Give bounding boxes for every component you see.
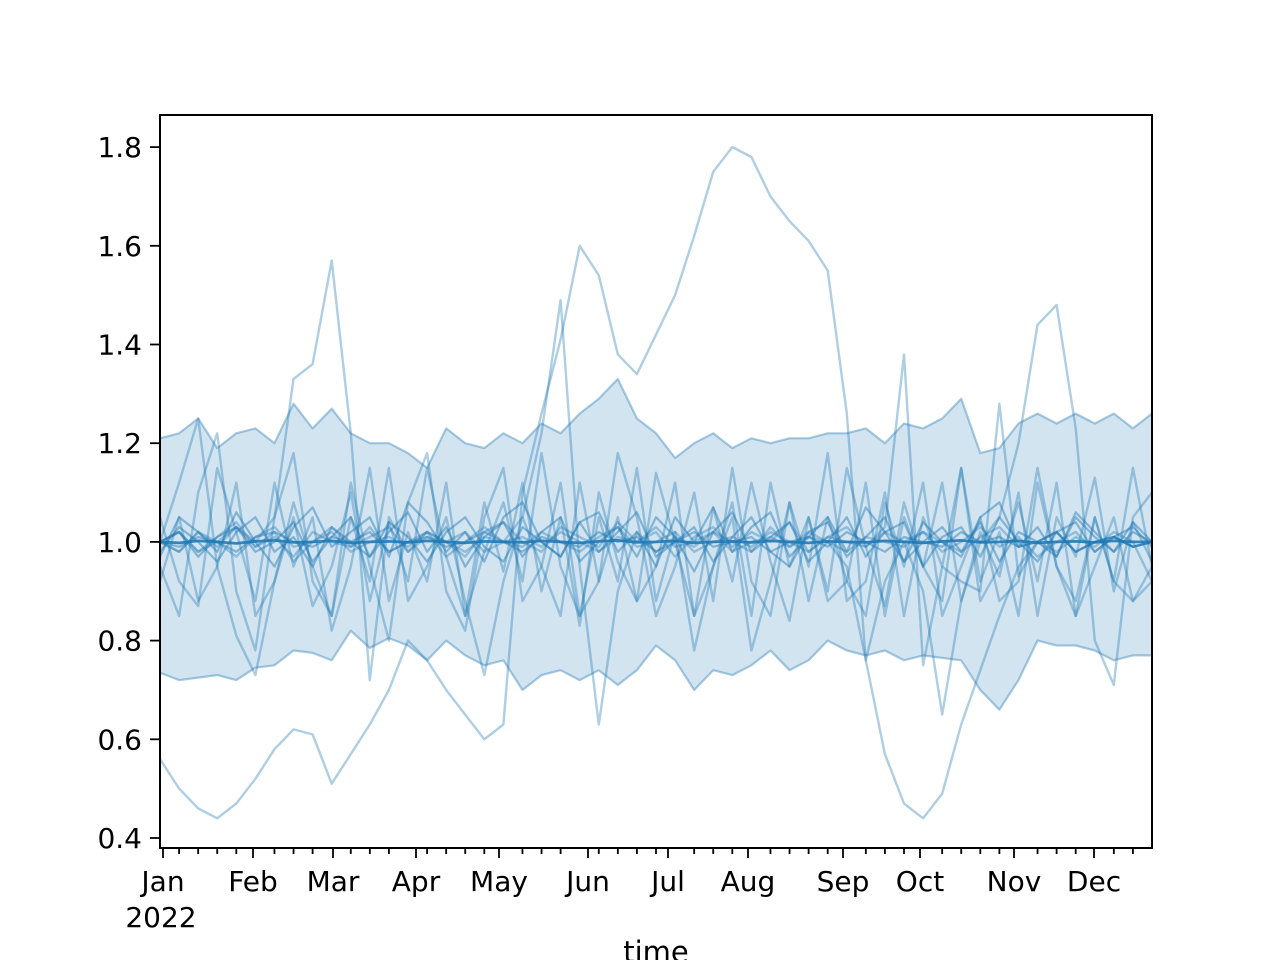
y-tick-label: 1.0 bbox=[97, 526, 142, 559]
x-tick-label: Oct bbox=[896, 865, 944, 898]
x-tick-label: Dec bbox=[1067, 865, 1121, 898]
series-line-tight-4 bbox=[160, 501, 1152, 568]
series-line-noisy-4 bbox=[160, 466, 1152, 677]
x-tick-label: Nov bbox=[987, 865, 1042, 898]
x-tick-label: May bbox=[470, 865, 528, 898]
y-tick-label: 0.8 bbox=[97, 625, 142, 658]
series-line-noisy-3 bbox=[160, 451, 1152, 652]
y-tick-label: 1.4 bbox=[97, 329, 142, 362]
y-tick-label: 1.2 bbox=[97, 427, 142, 460]
y-tick-label: 1.8 bbox=[97, 131, 142, 164]
x-tick-label: Aug bbox=[721, 865, 776, 898]
series-line-peak-nov bbox=[160, 303, 1152, 716]
y-tick-label: 0.6 bbox=[97, 723, 142, 756]
series-line-median bbox=[160, 539, 1152, 545]
series-line-noisy-1 bbox=[160, 417, 1152, 677]
x-axis-label: time bbox=[623, 935, 689, 960]
axes-layer: 0.4 0.6 0.8 1.0 1.2 1.4 1.6 1.8 Jan Feb Mar Apr May J… bbox=[97, 114, 1153, 898]
series-line-spike-may bbox=[160, 298, 1152, 726]
x-tick-label: Mar bbox=[307, 865, 360, 898]
x-tick-label: Apr bbox=[392, 865, 441, 898]
confidence-band-upper-edge bbox=[160, 377, 1152, 469]
x-tick-label: Sep bbox=[817, 865, 870, 898]
confidence-band bbox=[160, 379, 1152, 710]
series-line-noisy-2 bbox=[160, 432, 1152, 652]
series-layer bbox=[160, 145, 1152, 820]
x-tick-label: Feb bbox=[228, 865, 278, 898]
x-tick-label: Jan bbox=[139, 865, 184, 898]
confidence-band-layer bbox=[160, 377, 1152, 711]
y-tick-label: 1.6 bbox=[97, 230, 142, 263]
series-line-outlier-low-aug-peak bbox=[160, 145, 1152, 820]
y-tick-label: 0.4 bbox=[97, 822, 142, 855]
year-label: 2022 bbox=[125, 901, 196, 934]
confidence-band-lower-edge bbox=[160, 629, 1152, 711]
x-tick-label: Jul bbox=[649, 865, 685, 898]
x-tick-label: Jun bbox=[564, 865, 610, 898]
series-line-spike-mar bbox=[160, 259, 1152, 682]
